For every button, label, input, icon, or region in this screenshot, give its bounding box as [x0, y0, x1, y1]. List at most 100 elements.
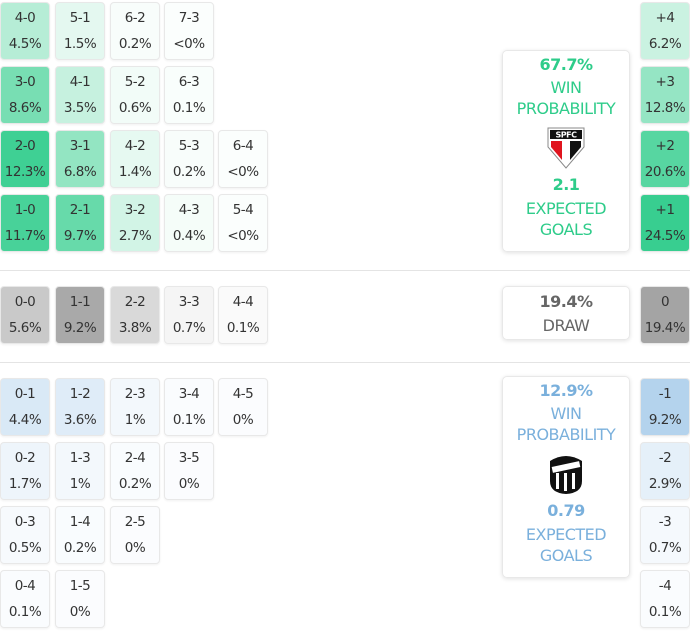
goal-margin-cell: +4 6.2%	[640, 2, 690, 60]
scoreline-cell: 1-3 1%	[55, 442, 105, 500]
probability-label: 24.5%	[644, 228, 686, 244]
probability-label: 6.2%	[648, 36, 682, 52]
probability-label: 0.2%	[118, 476, 152, 492]
scoreline-cell: 6-4 <0%	[218, 130, 268, 188]
probability-label: 4.5%	[8, 36, 42, 52]
goal-margin-cell: 0 19.4%	[640, 286, 690, 344]
score-label: 3-4	[178, 386, 200, 402]
probability-label: 12.3%	[4, 164, 46, 180]
away-win-pct: 12.9%	[539, 381, 593, 400]
scoreline-cell: 3-4 0.1%	[164, 378, 214, 436]
score-label: 2-1	[69, 202, 91, 218]
probability-label: 11.7%	[4, 228, 46, 244]
probability-label: <0%	[227, 228, 259, 244]
draw-pct: 19.4%	[539, 291, 593, 311]
probability-label: 0.1%	[172, 412, 206, 428]
score-label: 1-1	[69, 294, 91, 310]
score-label: +4	[655, 10, 675, 26]
score-label: 4-4	[232, 294, 254, 310]
score-label: 0-3	[14, 514, 36, 530]
away-win-label: WIN PROBABILITY	[516, 404, 616, 444]
probability-label: 1.7%	[8, 476, 42, 492]
score-label: 3-0	[14, 74, 36, 90]
scoreline-cell: 5-1 1.5%	[55, 2, 105, 60]
scoreline-cell: 2-3 1%	[110, 378, 160, 436]
probability-label: 0.5%	[8, 540, 42, 556]
score-label: 5-3	[178, 138, 200, 154]
scoreline-cell: 3-0 8.6%	[0, 66, 50, 124]
score-label: -1	[658, 386, 672, 402]
scoreline-cell: 7-3 <0%	[164, 2, 214, 60]
goal-margin-cell: +1 24.5%	[640, 194, 690, 252]
score-label: 2-2	[124, 294, 146, 310]
scoreline-cell: 3-1 6.8%	[55, 130, 105, 188]
score-label: 4-0	[14, 10, 36, 26]
probability-label: 0%	[124, 540, 146, 556]
probability-label: 0.2%	[63, 540, 97, 556]
probability-label: 3.6%	[63, 412, 97, 428]
probability-label: 0.1%	[172, 100, 206, 116]
probability-label: 19.4%	[644, 320, 686, 336]
probability-label: 0.1%	[8, 604, 42, 620]
probability-label: 1.4%	[118, 164, 152, 180]
probability-label: 6.8%	[63, 164, 97, 180]
scoreline-cell: 4-4 0.1%	[218, 286, 268, 344]
score-label: 3-2	[124, 202, 146, 218]
probability-label: 1%	[69, 476, 91, 492]
probability-label: 9.2%	[63, 320, 97, 336]
score-label: 4-2	[124, 138, 146, 154]
probability-label: 1.5%	[63, 36, 97, 52]
scoreline-cell: 2-4 0.2%	[110, 442, 160, 500]
score-label: 3-1	[69, 138, 91, 154]
score-label: 3-5	[178, 450, 200, 466]
probability-label: 2.7%	[118, 228, 152, 244]
score-label: 2-5	[124, 514, 146, 530]
scoreline-cell: 0-1 4.4%	[0, 378, 50, 436]
score-label: 5-2	[124, 74, 146, 90]
probability-label: 1%	[124, 412, 146, 428]
scoreline-cell: 5-3 0.2%	[164, 130, 214, 188]
scoreline-cell: 5-2 0.6%	[110, 66, 160, 124]
home-xg: 2.1	[552, 175, 580, 194]
score-label: 0-1	[14, 386, 36, 402]
probability-label: <0%	[173, 36, 205, 52]
scoreline-cell: 3-5 0%	[164, 442, 214, 500]
score-label: 7-3	[178, 10, 200, 26]
score-label: 3-3	[178, 294, 200, 310]
score-label: 6-4	[232, 138, 254, 154]
scoreline-cell: 2-1 9.7%	[55, 194, 105, 252]
probability-label: 0.2%	[118, 36, 152, 52]
goal-margin-cell: -2 2.9%	[640, 442, 690, 500]
probability-label: 0.7%	[648, 540, 682, 556]
goal-margin-cell: +2 20.6%	[640, 130, 690, 188]
scoreline-cell: 3-2 2.7%	[110, 194, 160, 252]
score-label: 1-2	[69, 386, 91, 402]
scoreline-cell: 6-2 0.2%	[110, 2, 160, 60]
score-label: 0-2	[14, 450, 36, 466]
scoreline-cell: 2-0 12.3%	[0, 130, 50, 188]
score-label: 1-4	[69, 514, 91, 530]
score-label: -2	[658, 450, 672, 466]
probability-label: 0.1%	[648, 604, 682, 620]
away-win-card: 12.9% WIN PROBABILITY 0.79 EXPECTED GOAL…	[502, 376, 630, 578]
probability-label: 0.4%	[172, 228, 206, 244]
spfc-logo-icon: SPFC	[547, 127, 585, 169]
score-label: 4-3	[178, 202, 200, 218]
probability-label: 0.6%	[118, 100, 152, 116]
probability-label: 9.7%	[63, 228, 97, 244]
score-label: 1-3	[69, 450, 91, 466]
scoreline-cell: 4-5 0%	[218, 378, 268, 436]
scoreline-cell: 1-1 9.2%	[55, 286, 105, 344]
score-label: -4	[658, 578, 672, 594]
scoreline-cell: 4-0 4.5%	[0, 2, 50, 60]
score-label: 4-5	[232, 386, 254, 402]
probability-label: 0%	[178, 476, 200, 492]
score-label: +1	[655, 202, 675, 218]
probability-label: 5.6%	[8, 320, 42, 336]
goal-margin-cell: +3 12.8%	[640, 66, 690, 124]
score-label: 2-0	[14, 138, 36, 154]
draw-label: DRAW	[542, 315, 590, 335]
score-label: +3	[655, 74, 675, 90]
scoreline-cell: 1-2 3.6%	[55, 378, 105, 436]
probability-label: 0.2%	[172, 164, 206, 180]
